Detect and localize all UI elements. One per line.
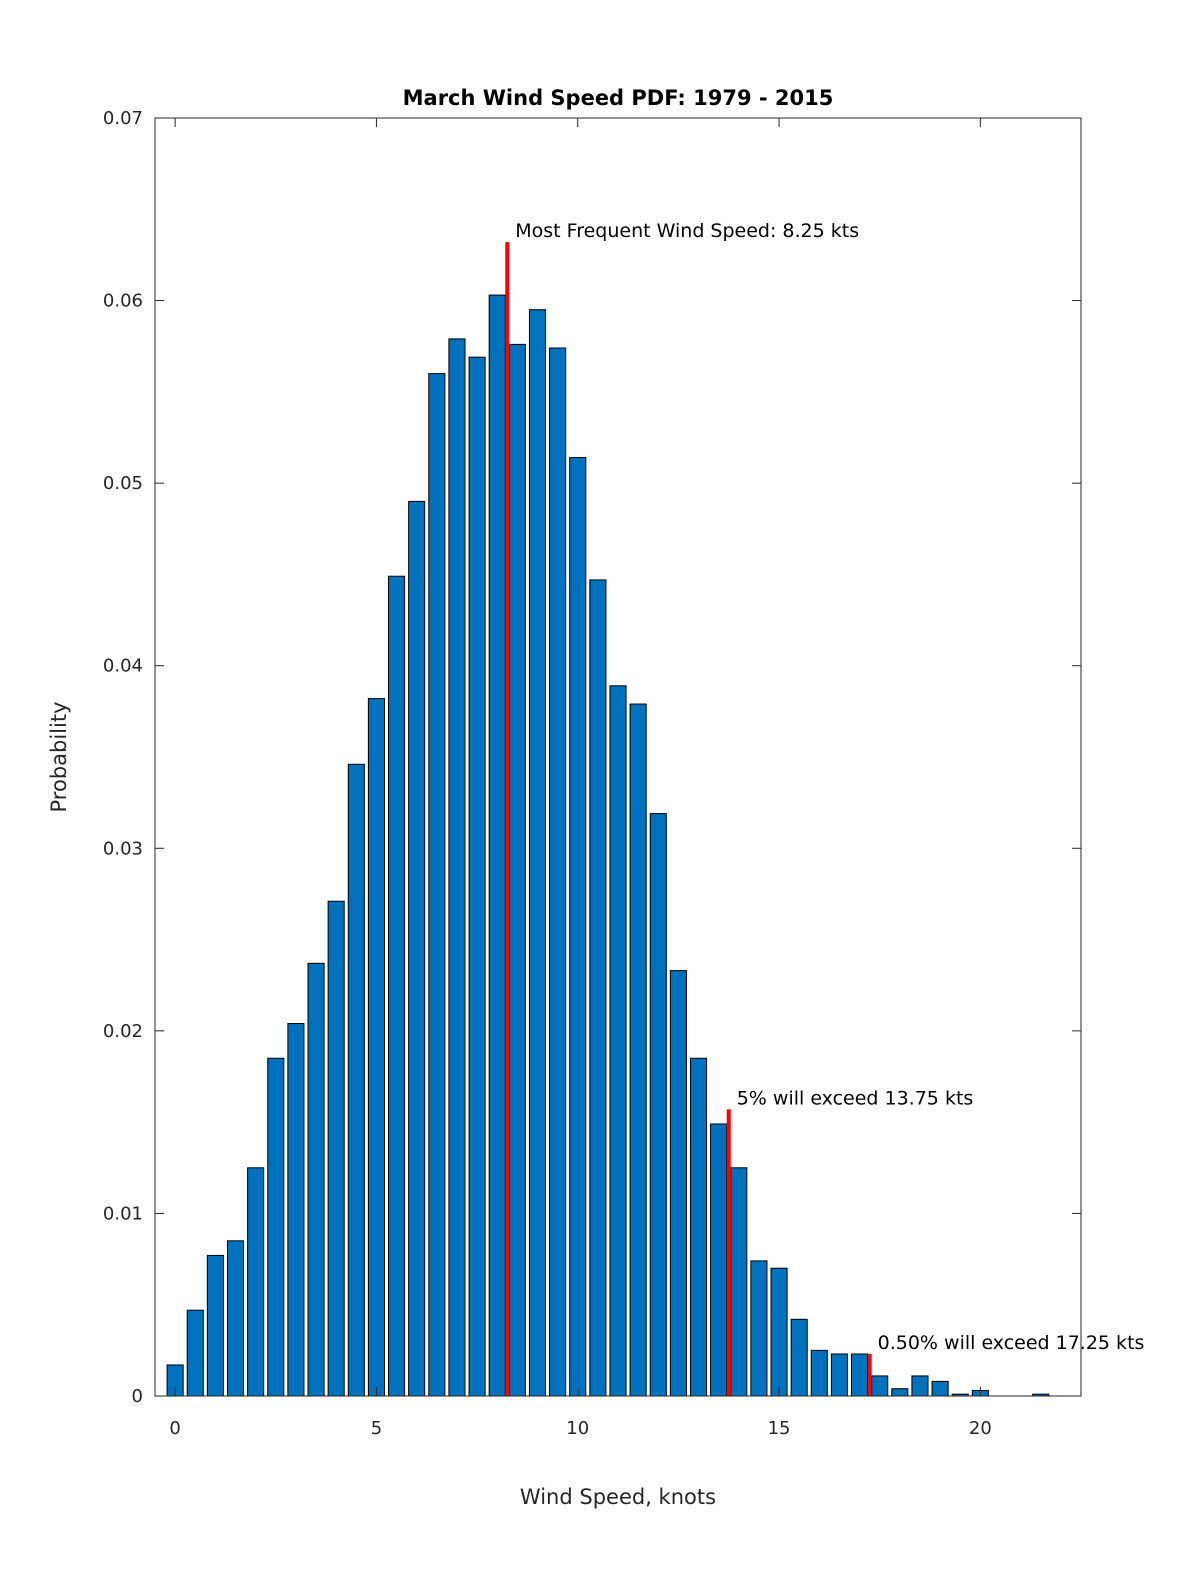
y-tick-label-0.01: 0.01 [103, 1203, 143, 1224]
x-tick-label-10: 10 [566, 1418, 589, 1439]
x-tick-label-0: 0 [169, 1418, 180, 1439]
y-tick-label-0.06: 0.06 [103, 291, 143, 312]
bar-8 [488, 294, 506, 1397]
y-tick-label-0: 0 [132, 1386, 143, 1407]
bar-17.5 [871, 1375, 889, 1397]
bar-3.5 [307, 962, 325, 1397]
bar-12 [649, 813, 667, 1397]
plot-frame [154, 117, 1082, 1397]
bar-16.5 [830, 1353, 848, 1397]
bar-4 [327, 900, 345, 1397]
bar-7 [448, 338, 466, 1397]
y-tick-label-0.02: 0.02 [103, 1021, 143, 1042]
bar-16 [810, 1349, 828, 1397]
x-tick-label-15: 15 [768, 1418, 791, 1439]
bar-19 [931, 1380, 949, 1397]
bar-13.5 [710, 1123, 728, 1397]
bar-6.5 [428, 373, 446, 1397]
bar-10 [569, 457, 587, 1397]
bar-5 [367, 698, 385, 1397]
bar-8.5 [508, 343, 526, 1397]
x-tick-label-20: 20 [969, 1418, 992, 1439]
bar-9.5 [549, 347, 567, 1397]
bar-11.5 [629, 703, 647, 1397]
bar-12.5 [669, 970, 687, 1397]
bar-6 [408, 500, 426, 1397]
bar-4.5 [347, 763, 365, 1397]
bar-11 [609, 685, 627, 1397]
annotation-label-0: Most Frequent Wind Speed: 8.25 kts [515, 220, 859, 242]
annotation-label-1: 5% will exceed 13.75 kts [737, 1087, 974, 1109]
bar-0.5 [186, 1309, 204, 1397]
y-tick-label-0.04: 0.04 [103, 656, 143, 677]
x-axis-label: Wind Speed, knots [520, 1485, 716, 1509]
bar-10.5 [589, 579, 607, 1397]
bar-13 [689, 1057, 708, 1397]
bar-17 [851, 1353, 869, 1397]
chart-title: March Wind Speed PDF: 1979 - 2015 [403, 86, 834, 110]
bar-7.5 [468, 356, 486, 1397]
bar-2.5 [267, 1057, 285, 1397]
bar-1 [206, 1254, 224, 1397]
bar-5.5 [388, 575, 406, 1397]
bar-15.5 [790, 1318, 808, 1397]
bar-14.5 [750, 1260, 768, 1397]
axis-ticks: 0 5 10 15 20 0 0.01 0.02 0.03 0.04 0.05 0.06 0.07 [103, 108, 1081, 1439]
bar-9 [528, 309, 547, 1397]
annotation-group: Most Frequent Wind Speed: 8.25 kts 5% wil… [505, 220, 1145, 1396]
y-tick-label-0.03: 0.03 [103, 838, 143, 859]
annotation-label-2: 0.50% will exceed 17.25 kts [878, 1332, 1145, 1354]
bar-2 [247, 1167, 265, 1397]
bar-18 [891, 1388, 909, 1397]
x-tick-label-5: 5 [371, 1418, 382, 1439]
bar-3 [287, 1023, 305, 1397]
bar-series [166, 294, 1050, 1397]
y-tick-label-0.05: 0.05 [103, 473, 143, 494]
bar-14 [730, 1167, 748, 1397]
y-axis-label: Probability [47, 701, 71, 812]
bar-18.5 [911, 1375, 929, 1397]
y-tick-label-0.07: 0.07 [103, 108, 143, 129]
bar-1.5 [226, 1240, 245, 1397]
bar-15 [770, 1267, 788, 1397]
